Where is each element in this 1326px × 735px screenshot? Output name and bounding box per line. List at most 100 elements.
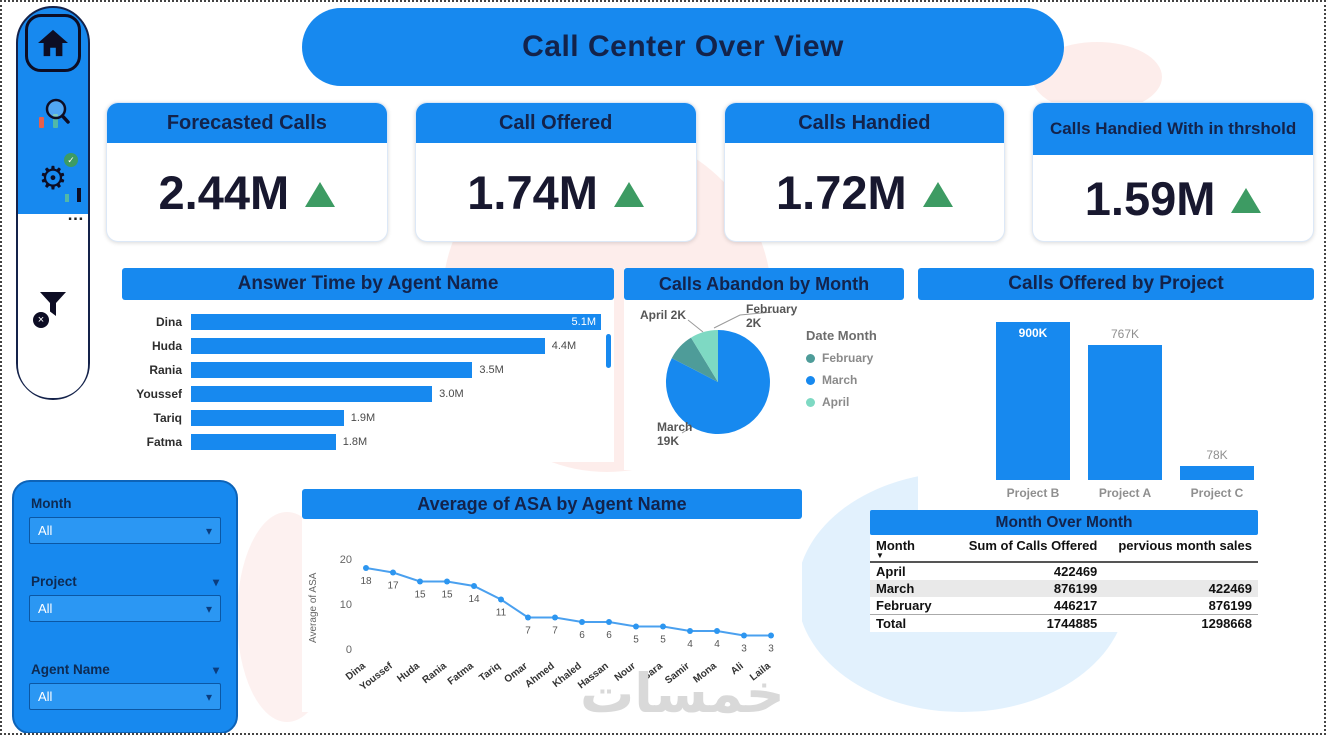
bar-rania[interactable] xyxy=(191,362,473,378)
home-icon xyxy=(38,29,68,57)
data-point[interactable] xyxy=(579,619,585,625)
column-header[interactable]: Month ▼ xyxy=(870,535,954,563)
cell[interactable]: 1744885 xyxy=(954,614,1104,632)
more-options-button[interactable]: … xyxy=(67,205,85,224)
data-point[interactable] xyxy=(363,565,369,571)
watermark: خمسات xyxy=(580,662,785,725)
agent-filter-dropdown[interactable]: All ▾ xyxy=(29,683,221,710)
bar-tariq[interactable] xyxy=(191,410,344,426)
settings-button[interactable]: ⚙ ✓ xyxy=(31,153,81,202)
bar-value-label: 3.0M xyxy=(439,387,464,400)
legend-item-march[interactable]: March xyxy=(806,373,877,387)
data-point[interactable] xyxy=(606,619,612,625)
data-point[interactable] xyxy=(525,614,531,621)
cell[interactable]: Total xyxy=(870,614,954,632)
table-row[interactable]: February 446217 876199 xyxy=(870,597,1258,615)
pie-slice-february[interactable] xyxy=(671,337,718,382)
cell[interactable]: 422469 xyxy=(1053,564,1098,579)
kpi-title: Calls Handied With in thrshold xyxy=(1033,103,1313,155)
bar-value-label: 5.1M xyxy=(571,315,596,328)
home-button[interactable] xyxy=(25,14,81,72)
cell[interactable]: March xyxy=(876,581,915,596)
cell[interactable]: 876199 xyxy=(1053,581,1098,596)
category-label: Project C xyxy=(1190,486,1244,500)
legend-item-february[interactable]: February xyxy=(806,351,877,365)
sidebar: ⚙ ✓ … × xyxy=(16,6,90,400)
data-point[interactable] xyxy=(660,623,666,630)
cell[interactable]: 1298668 xyxy=(1103,614,1258,632)
legend-label: February xyxy=(822,351,874,365)
value-label: 15 xyxy=(414,590,426,601)
column-header[interactable]: pervious month sales xyxy=(1103,535,1258,563)
value-label: 17 xyxy=(387,581,399,592)
scrollbar-thumb[interactable] xyxy=(606,334,611,368)
data-point[interactable] xyxy=(633,623,639,630)
y-axis-title: Average of ASA xyxy=(308,572,319,643)
data-point[interactable] xyxy=(552,614,558,621)
cell[interactable] xyxy=(1103,562,1258,580)
pie-slice-march[interactable] xyxy=(665,330,770,434)
value-label: 4 xyxy=(714,639,720,650)
bar-project-b[interactable]: 900K xyxy=(996,322,1070,480)
table-row[interactable]: Total 1744885 1298668 xyxy=(870,614,1258,632)
bar-row: Rania 3.5M xyxy=(124,358,604,382)
bar-fatma[interactable] xyxy=(191,434,336,450)
analytics-button[interactable] xyxy=(31,92,75,136)
agent-name-label: Fatma xyxy=(146,435,182,449)
data-point[interactable] xyxy=(687,628,693,634)
answer-time-chart: Dina 5.1M Huda 4.4M Rania 3.5M Youssef 3.0M Tari… xyxy=(122,300,614,462)
filter-button[interactable]: × xyxy=(33,290,68,328)
data-point[interactable] xyxy=(741,632,747,639)
legend-items: February March April xyxy=(806,351,877,409)
bar-track: 3.0M xyxy=(191,386,604,402)
bar-dina[interactable]: 5.1M xyxy=(191,314,601,330)
value-label: 4 xyxy=(687,639,693,650)
pie-svg xyxy=(665,311,773,434)
table-row[interactable]: April 422469 xyxy=(870,562,1258,580)
data-point[interactable] xyxy=(768,632,774,639)
cell[interactable]: 422469 xyxy=(1208,581,1252,596)
cell[interactable]: February xyxy=(876,598,932,613)
cell[interactable]: 446217 xyxy=(1053,598,1098,613)
trend-up-icon xyxy=(305,181,336,207)
filter-group-month: Month All ▾ xyxy=(29,496,221,544)
chart-title: Average of ASA by Agent Name xyxy=(302,489,802,519)
chevron-down-icon[interactable]: ▾ xyxy=(212,574,219,589)
column-header[interactable]: Sum of Calls Offered xyxy=(954,535,1104,563)
bar-value-label: 900K xyxy=(1018,326,1048,340)
x-axis-label: Tariq xyxy=(477,661,502,684)
bar-row: Tariq 1.9M xyxy=(124,406,604,430)
bar-value-label: 3.5M xyxy=(479,363,504,376)
kpi-card-calls-handled-threshold: Calls Handied With in thrshold 1.59M xyxy=(1032,102,1314,242)
bar-row: Fatma 1.8M xyxy=(124,430,604,454)
answer-time-panel: Answer Time by Agent Name Dina 5.1M Huda 4.… xyxy=(122,268,614,462)
data-point[interactable] xyxy=(471,583,477,589)
legend-item-april[interactable]: April xyxy=(806,395,877,409)
table-row[interactable]: March 876199 422469 xyxy=(870,580,1258,597)
bar-project-a[interactable] xyxy=(1088,345,1162,480)
data-point[interactable] xyxy=(714,628,720,634)
data-point[interactable] xyxy=(390,569,396,576)
bar-youssef[interactable] xyxy=(191,386,433,402)
chevron-down-icon[interactable]: ▾ xyxy=(212,662,219,677)
month-filter-dropdown[interactable]: All ▾ xyxy=(29,517,221,544)
kpi-title: Call Offered xyxy=(415,103,696,143)
pie-slice-april[interactable] xyxy=(691,330,718,382)
pie-callout-april: April 2K xyxy=(640,308,687,322)
bar-chart-icon xyxy=(65,188,81,202)
y-tick-label: 0 xyxy=(346,644,352,656)
cell[interactable]: 876199 xyxy=(1208,598,1252,613)
bar-huda[interactable] xyxy=(191,338,545,354)
data-point[interactable] xyxy=(498,596,504,603)
cell[interactable]: April xyxy=(876,564,906,579)
data-point[interactable] xyxy=(444,578,450,585)
callout-line xyxy=(713,311,773,329)
data-point[interactable] xyxy=(417,578,423,585)
chevron-down-icon: ▾ xyxy=(205,523,212,538)
filter-label: Project xyxy=(31,574,77,589)
project-filter-dropdown[interactable]: All ▾ xyxy=(29,595,221,622)
bar-project-c[interactable] xyxy=(1180,466,1254,480)
chevron-down-icon: ▾ xyxy=(205,601,212,616)
project-bar-chart: 900K Project B 767K Project A 78K Project C xyxy=(918,300,1314,510)
